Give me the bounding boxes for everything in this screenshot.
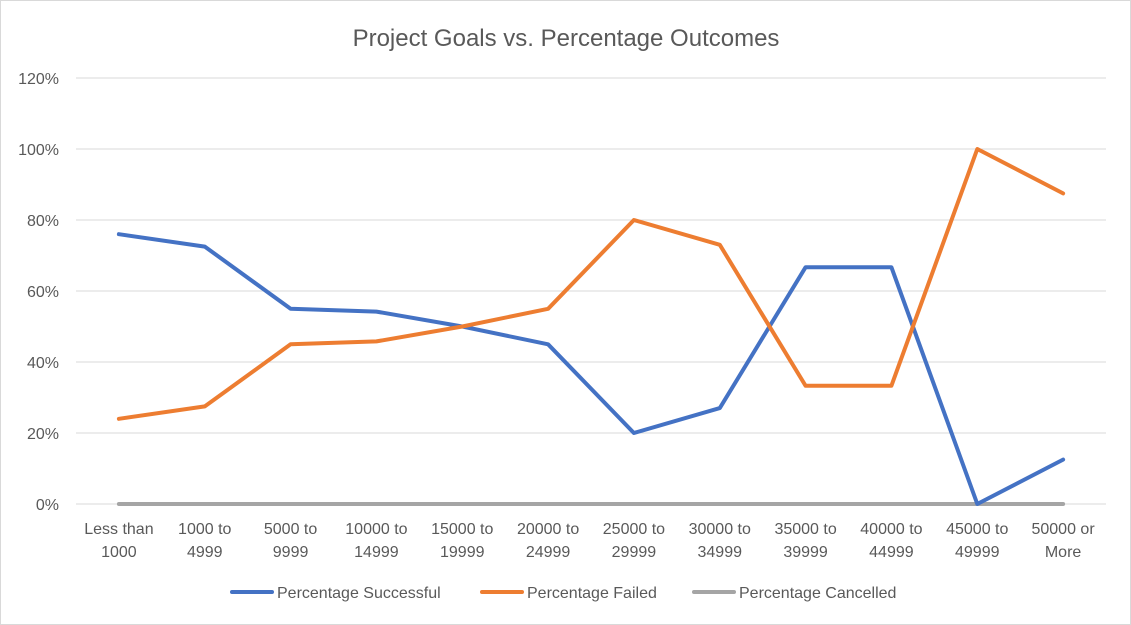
- x-tick-label: 50000 or: [1031, 521, 1095, 538]
- x-tick-label: 9999: [273, 544, 309, 561]
- y-tick-label: 120%: [18, 71, 59, 88]
- x-tick-label: 45000 to: [946, 521, 1008, 538]
- x-tick-label: 30000 to: [689, 521, 751, 538]
- x-tick-label: Less than: [84, 521, 153, 538]
- x-tick-label: 44999: [869, 544, 914, 561]
- series-lines: [116, 147, 1066, 506]
- gridlines: [76, 77, 1106, 505]
- x-tick-label: 1000 to: [178, 521, 231, 538]
- x-tick-label: 34999: [698, 544, 743, 561]
- x-tick-label: 24999: [526, 544, 571, 561]
- x-tick-label: 10000 to: [345, 521, 407, 538]
- y-tick-label: 60%: [27, 284, 59, 301]
- x-tick-label: 29999: [612, 544, 657, 561]
- y-tick-label: 40%: [27, 355, 59, 372]
- x-tick-label: 15000 to: [431, 521, 493, 538]
- series-line-percentage-successful: [116, 232, 1066, 506]
- legend-label: Percentage Failed: [527, 585, 657, 602]
- series-line-percentage-failed: [116, 147, 1066, 421]
- x-tick-label: 40000 to: [860, 521, 922, 538]
- y-axis-ticks: 0% 20% 40% 60% 80% 100% 120%: [18, 71, 59, 514]
- x-tick-label: 4999: [187, 544, 223, 561]
- y-tick-label: 80%: [27, 213, 59, 230]
- x-tick-label: 35000 to: [774, 521, 836, 538]
- x-tick-label: 1000: [101, 544, 137, 561]
- x-tick-label: 25000 to: [603, 521, 665, 538]
- x-tick-label: 20000 to: [517, 521, 579, 538]
- x-axis-ticks: Less than 1000 1000 to 4999 5000 to 9999 10000…: [84, 521, 1095, 561]
- x-tick-label: More: [1045, 544, 1082, 561]
- y-tick-label: 20%: [27, 426, 59, 443]
- legend-label: Percentage Cancelled: [739, 585, 896, 602]
- y-tick-label: 100%: [18, 142, 59, 159]
- x-tick-label: 39999: [783, 544, 828, 561]
- chart-title: Project Goals vs. Percentage Outcomes: [353, 25, 780, 52]
- x-tick-label: 5000 to: [264, 521, 317, 538]
- x-tick-label: 19999: [440, 544, 485, 561]
- legend-label: Percentage Successful: [277, 585, 441, 602]
- legend: Percentage Successful Percentage Failed Pe…: [230, 585, 896, 602]
- x-tick-label: 14999: [354, 544, 399, 561]
- y-tick-label: 0%: [36, 497, 59, 514]
- x-tick-label: 49999: [955, 544, 1000, 561]
